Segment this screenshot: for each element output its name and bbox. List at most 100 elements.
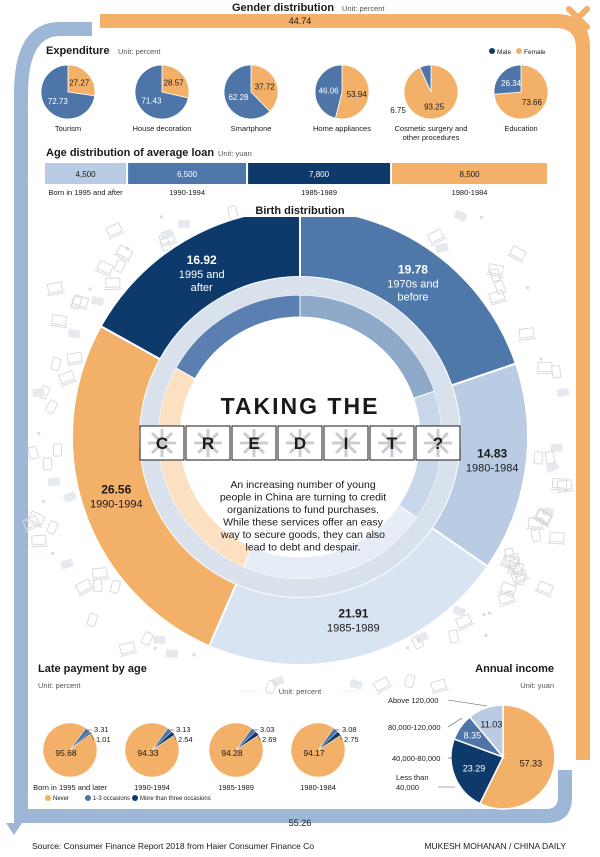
income-value: 57.33 xyxy=(520,759,543,769)
device-icon xyxy=(448,629,459,644)
birth-category: before xyxy=(397,291,428,303)
late-3plus-value: 1.01 xyxy=(96,735,111,744)
exp-female-value: 37.72 xyxy=(255,82,276,91)
headline-letter: R xyxy=(202,434,214,453)
device-icon xyxy=(545,461,560,473)
late-1-3-value: 3.31 xyxy=(94,725,109,734)
device-icon xyxy=(192,653,196,657)
device-icon xyxy=(372,676,393,695)
late-legend-label: Never xyxy=(53,796,69,802)
footer-credit: MUKESH MOHANAN / CHINA DAILY xyxy=(424,841,566,851)
device-icon xyxy=(506,244,527,264)
device-icon xyxy=(32,388,45,398)
device-icon xyxy=(404,674,416,689)
headline-letter-tile: I xyxy=(323,425,369,461)
gender-title: Gender distribution xyxy=(232,2,334,14)
exp-female-value: 73.66 xyxy=(522,98,543,107)
device-icon xyxy=(530,528,542,543)
loan-value: 6,500 xyxy=(177,170,198,179)
birth-category: 1980-1984 xyxy=(466,463,519,475)
headline-letter: T xyxy=(387,434,398,453)
device-icon xyxy=(550,477,569,491)
loan-bar-segment xyxy=(45,163,127,184)
device-icon xyxy=(27,445,39,460)
legend-male-label: Male xyxy=(497,49,511,56)
late-legend-swatch xyxy=(132,795,138,801)
device-icon xyxy=(103,277,123,291)
device-icon xyxy=(426,228,447,247)
device-icon xyxy=(556,479,575,494)
late-group-label: Born in 1995 and later xyxy=(33,783,107,792)
income-slice xyxy=(450,738,505,805)
loan-bar-segment xyxy=(248,163,391,184)
income-title: Annual income xyxy=(475,663,554,675)
birth-value: 14.83 xyxy=(477,447,507,461)
device-icon xyxy=(47,477,61,487)
device-icon xyxy=(533,451,544,465)
footer-source: Source: Consumer Finance Report 2018 fro… xyxy=(32,841,314,851)
headline-line1: TAKING THE xyxy=(221,393,380,419)
late-legend-swatch xyxy=(45,795,51,801)
device-icon xyxy=(113,244,134,263)
loan-category: 1985-1989 xyxy=(301,188,337,197)
late-never-value: 94.28 xyxy=(221,748,243,758)
gender-male-value: 55.26 xyxy=(289,818,312,828)
gender-title-bg xyxy=(212,0,412,14)
device-icon xyxy=(74,578,95,597)
device-icon xyxy=(118,641,138,658)
device-icon xyxy=(165,649,179,658)
loan-bar-segment xyxy=(392,163,547,184)
loan-bar-segment xyxy=(128,163,247,184)
headline-blurb-line: way to secure goods, they can also xyxy=(220,529,385,541)
device-icon xyxy=(46,520,59,535)
headline-letter-tile: ? xyxy=(415,425,461,461)
legend-female-label: Female xyxy=(524,49,546,56)
legend-female-swatch xyxy=(516,48,522,54)
birth-category: 1970s and xyxy=(387,278,438,290)
late-payment-section: Late payment by age Unit: percent 95.68 3.3… xyxy=(33,663,359,802)
income-category: 40,000 xyxy=(396,783,419,792)
gender-frame: 44.74 55.26 Gender distribution Unit: perce… xyxy=(6,0,590,835)
device-icon xyxy=(58,369,78,388)
headline-letter-tile: E xyxy=(231,425,277,461)
exp-slice-male xyxy=(40,64,96,120)
loan-title: Age distribution of average loan xyxy=(46,147,214,159)
legend-male-swatch xyxy=(489,48,495,54)
expenditure-title: Expenditure xyxy=(46,45,110,57)
exp-category-label: other procedures xyxy=(403,133,460,142)
device-icon xyxy=(91,567,110,581)
birth-category: 1995 and xyxy=(179,269,225,281)
device-icon xyxy=(532,509,553,528)
gender-unit: Unit: percent xyxy=(342,4,385,13)
loan-section: Age distribution of average loan Unit: yu… xyxy=(45,147,547,197)
late-3plus-value: 2.75 xyxy=(344,735,359,744)
device-icon xyxy=(556,387,570,397)
loan-unit: Unit: yuan xyxy=(218,149,252,158)
late-leader xyxy=(172,733,177,741)
headline-blurb-line: organizations to fund purchases. xyxy=(227,504,379,516)
device-icon xyxy=(489,268,501,283)
device-icon xyxy=(534,580,555,598)
expenditure-unit: Unit: percent xyxy=(118,47,161,56)
income-section: Annual income Unit: yuan 57.33 23.29 8.3511.… xyxy=(388,663,556,810)
device-icon xyxy=(52,443,63,457)
device-icon xyxy=(37,431,41,435)
exp-category-label: Smartphone xyxy=(231,124,272,133)
device-icon xyxy=(535,362,554,375)
late-1-3-value: 3.08 xyxy=(342,725,357,734)
exp-female-value: 27.27 xyxy=(69,78,90,87)
birth-category: 1990-1994 xyxy=(90,498,143,510)
exp-female-value: 53.94 xyxy=(347,90,368,99)
device-icon xyxy=(349,679,363,690)
device-icon xyxy=(515,572,526,586)
device-icon xyxy=(105,222,126,240)
device-icon xyxy=(494,280,507,295)
late-legend-swatch xyxy=(85,795,91,801)
loan-category: Born in 1995 and after xyxy=(48,188,123,197)
exp-male-value: 72.73 xyxy=(48,97,69,106)
exp-male-value: 71.43 xyxy=(141,96,162,105)
birth-title-bg xyxy=(240,203,360,217)
headline-letter: ? xyxy=(433,434,443,453)
device-icon xyxy=(484,633,488,638)
